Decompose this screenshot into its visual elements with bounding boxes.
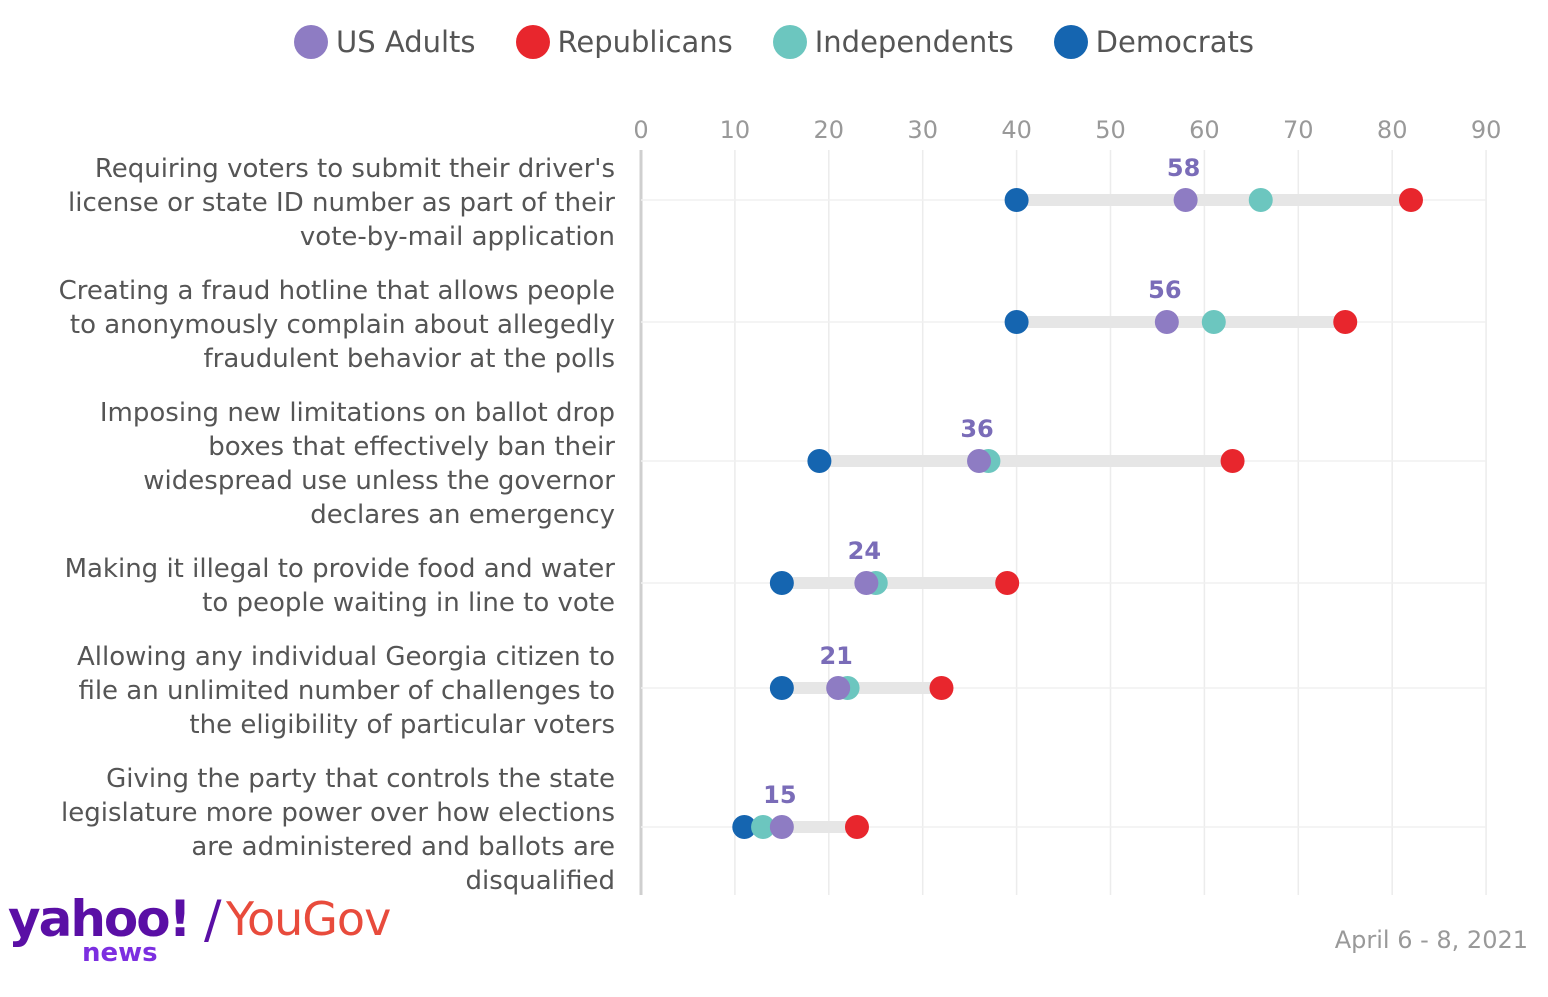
legend-item-3: Democrats [1053,25,1254,59]
yougov-wordmark: YouGov [226,892,391,946]
dot-us_adults-4 [826,676,851,700]
row-label-4-line-0: Allowing any individual Georgia citizen … [77,642,615,672]
legend-swatch [1053,25,1088,59]
dot-democrats-2 [807,449,832,473]
dot-us_adults-5 [769,815,794,839]
dot-republicans-2 [1220,449,1245,473]
row-label-4-line-1: file an unlimited number of challenges t… [78,676,615,706]
legend-item-2: Independents [772,25,1014,59]
dot-democrats-3 [769,571,794,595]
dot-us_adults-2 [967,449,992,473]
row-label-3-line-0: Making it illegal to provide food and wa… [65,554,616,584]
dot-republicans-1 [1333,310,1358,334]
news-wordmark: news [82,938,158,968]
dot-democrats-5 [732,815,757,839]
row-label-4-line-2: the eligibility of particular voters [189,710,615,740]
survey-date: April 6 - 8, 2021 [1334,926,1528,954]
tick-label-90: 90 [1471,116,1502,144]
dot-republicans-3 [995,571,1020,595]
dot-democrats-4 [769,676,794,700]
legend: US Adults Republicans Independents Democrat… [0,18,1548,66]
legend-item-1: Republicans [515,25,733,59]
row-label-2-line-2: widespread use unless the governor [143,466,615,496]
dot-range-chart: 0 10 20 30 40 50 60 70 80 90 Requiring voters to s… [59,116,1502,896]
dot-republicans-0 [1398,188,1423,212]
value-label-0: 58 [1167,154,1200,182]
tick-label-30: 30 [907,116,938,144]
tick-label-50: 50 [1095,116,1126,144]
legend-swatch [294,25,329,59]
value-label-5: 15 [763,781,796,809]
tick-label-70: 70 [1283,116,1314,144]
row-label-5-line-1: legislature more power over how election… [61,798,615,828]
tick-label-40: 40 [1001,116,1032,144]
value-label-3: 24 [848,537,881,565]
row-label-2-line-3: declares an emergency [310,500,615,530]
row-label-1-line-2: fraudulent behavior at the polls [203,344,615,374]
row-label-1-line-0: Creating a fraud hotline that allows peo… [59,276,615,306]
value-label-2: 36 [960,415,993,443]
dot-democrats-1 [1004,310,1029,334]
row-label-5-line-2: are administered and ballots are [191,832,615,862]
row-label-0-line-2: vote-by-mail application [300,222,615,252]
legend-item-0: US Adults [294,25,476,59]
dot-democrats-0 [1004,188,1029,212]
row-label-1-line-1: to anonymously complain about allegedly [70,310,615,340]
dot-republicans-5 [844,815,869,839]
row-label-5-line-0: Giving the party that controls the state [106,764,615,794]
dot-independents-1 [1201,310,1226,334]
row-label-3-line-1: to people waiting in line to vote [202,588,615,618]
row-label-5-line-3: disqualified [465,866,615,896]
tick-label-80: 80 [1377,116,1408,144]
row-label-2-line-0: Imposing new limitations on ballot drop [100,398,615,428]
legend-label: Republicans [557,25,733,59]
logo-slash: / [204,890,222,950]
yahoo-wordmark: yahoo! [8,890,191,948]
yahoo-yougov-logo: yahoo! / YouGov news [8,890,428,980]
legend-swatch [772,25,807,59]
dot-us_adults-0 [1173,188,1198,212]
tick-label-0: 0 [633,116,648,144]
value-label-1: 56 [1148,276,1181,304]
legend-label: US Adults [336,25,476,59]
tick-label-10: 10 [720,116,751,144]
legend-swatch [515,25,550,59]
dot-republicans-4 [929,676,954,700]
dot-us_adults-3 [854,571,879,595]
tick-label-60: 60 [1189,116,1220,144]
row-label-2-line-1: boxes that effectively ban their [208,432,615,462]
value-label-4: 21 [819,642,852,670]
row-label-0-line-1: license or state ID number as part of th… [68,188,615,218]
dot-independents-5 [751,815,776,839]
dot-us_adults-1 [1154,310,1179,334]
tick-label-20: 20 [814,116,845,144]
row-label-0-line-0: Requiring voters to submit their driver'… [95,154,615,184]
legend-label: Democrats [1095,25,1254,59]
legend-label: Independents [814,25,1014,59]
dot-independents-0 [1248,188,1273,212]
